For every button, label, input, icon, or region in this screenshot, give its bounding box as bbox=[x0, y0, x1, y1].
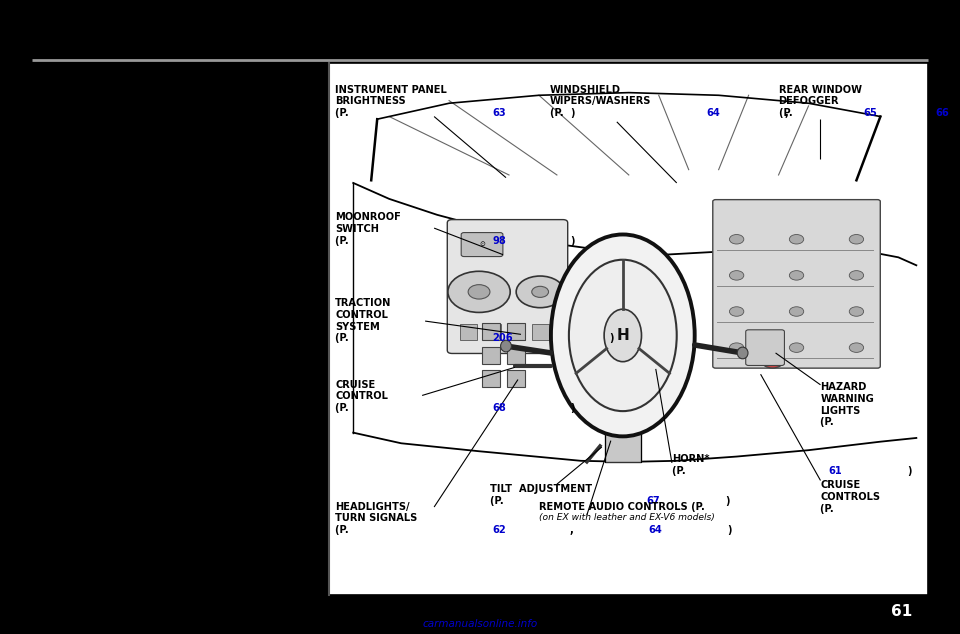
Bar bbox=[507, 347, 525, 363]
Text: 68: 68 bbox=[492, 403, 506, 413]
Bar bbox=[329, 63, 928, 595]
FancyBboxPatch shape bbox=[447, 219, 567, 354]
Text: SYSTEM: SYSTEM bbox=[335, 321, 380, 332]
Circle shape bbox=[850, 271, 864, 280]
Text: HORN*: HORN* bbox=[672, 454, 709, 464]
Text: (P.: (P. bbox=[335, 403, 352, 413]
Circle shape bbox=[789, 235, 804, 244]
FancyBboxPatch shape bbox=[461, 233, 503, 257]
Text: TURN SIGNALS: TURN SIGNALS bbox=[335, 514, 418, 524]
Text: ): ) bbox=[727, 525, 732, 535]
Text: ): ) bbox=[907, 465, 912, 476]
Text: (P.: (P. bbox=[821, 504, 838, 514]
Circle shape bbox=[468, 285, 490, 299]
Text: ,: , bbox=[942, 108, 948, 118]
Text: HAZARD: HAZARD bbox=[821, 382, 867, 392]
Bar bbox=[507, 323, 525, 340]
Ellipse shape bbox=[551, 235, 695, 436]
Circle shape bbox=[730, 307, 744, 316]
Text: HEADLIGHTS/: HEADLIGHTS/ bbox=[335, 501, 410, 512]
Circle shape bbox=[789, 307, 804, 316]
Text: (P.: (P. bbox=[335, 333, 352, 344]
Circle shape bbox=[532, 287, 548, 297]
Text: 63: 63 bbox=[492, 108, 506, 118]
Circle shape bbox=[730, 343, 744, 353]
Text: WIPERS/WASHERS: WIPERS/WASHERS bbox=[550, 96, 651, 107]
Text: INSTRUMENT PANEL: INSTRUMENT PANEL bbox=[335, 85, 447, 94]
Text: ): ) bbox=[725, 496, 730, 506]
Ellipse shape bbox=[569, 260, 677, 411]
Text: BRIGHTNESS: BRIGHTNESS bbox=[335, 96, 406, 107]
Text: ): ) bbox=[570, 403, 575, 413]
Text: (P.: (P. bbox=[779, 108, 796, 118]
Bar bbox=[508, 324, 524, 340]
Text: ,: , bbox=[570, 525, 578, 535]
Text: 65: 65 bbox=[863, 108, 877, 118]
Text: (on EX with leather and EX-V6 models): (on EX with leather and EX-V6 models) bbox=[539, 514, 714, 522]
Text: 206: 206 bbox=[492, 333, 513, 344]
Circle shape bbox=[850, 235, 864, 244]
Text: (P.: (P. bbox=[335, 108, 352, 118]
Bar bbox=[874, 596, 929, 628]
Bar bbox=[605, 406, 640, 462]
Text: 66: 66 bbox=[935, 108, 949, 118]
Text: LIGHTS: LIGHTS bbox=[821, 406, 861, 416]
Text: H: H bbox=[616, 328, 629, 343]
Text: REMOTE AUDIO CONTROLS (P.: REMOTE AUDIO CONTROLS (P. bbox=[539, 501, 708, 512]
Text: 64: 64 bbox=[707, 108, 720, 118]
Text: ): ) bbox=[570, 236, 575, 245]
FancyBboxPatch shape bbox=[712, 200, 880, 368]
Ellipse shape bbox=[737, 347, 748, 359]
Bar bbox=[460, 324, 477, 340]
Text: WARNING: WARNING bbox=[821, 394, 875, 404]
Circle shape bbox=[448, 271, 510, 313]
Text: CONTROLS: CONTROLS bbox=[821, 492, 880, 502]
Text: ): ) bbox=[570, 108, 575, 118]
Circle shape bbox=[789, 343, 804, 353]
Text: CRUISE: CRUISE bbox=[821, 481, 861, 491]
Text: (P.: (P. bbox=[821, 417, 838, 427]
Text: 67: 67 bbox=[647, 496, 660, 506]
Circle shape bbox=[730, 235, 744, 244]
Text: ⊙: ⊙ bbox=[479, 241, 485, 247]
Text: (P.: (P. bbox=[335, 525, 352, 535]
Bar bbox=[484, 324, 500, 340]
Text: (P.: (P. bbox=[672, 465, 689, 476]
Text: CONTROL: CONTROL bbox=[335, 310, 388, 320]
Text: 64: 64 bbox=[649, 525, 662, 535]
Text: 61: 61 bbox=[891, 604, 912, 619]
Text: ,: , bbox=[785, 108, 792, 118]
Text: (P.: (P. bbox=[335, 236, 352, 245]
Circle shape bbox=[730, 271, 744, 280]
Circle shape bbox=[850, 307, 864, 316]
Bar bbox=[532, 324, 548, 340]
Text: SWITCH: SWITCH bbox=[335, 224, 379, 234]
Text: 62: 62 bbox=[492, 525, 506, 535]
FancyBboxPatch shape bbox=[746, 330, 784, 365]
Ellipse shape bbox=[500, 340, 512, 352]
Text: TILT  ADJUSTMENT: TILT ADJUSTMENT bbox=[490, 484, 592, 494]
Circle shape bbox=[789, 271, 804, 280]
Text: ): ) bbox=[610, 333, 614, 344]
Text: 61: 61 bbox=[828, 465, 842, 476]
Bar bbox=[482, 370, 500, 387]
Text: TRACTION: TRACTION bbox=[335, 298, 392, 308]
Text: CONTROL: CONTROL bbox=[335, 391, 388, 401]
Text: carmanualsonline.info: carmanualsonline.info bbox=[422, 619, 538, 629]
Bar bbox=[507, 370, 525, 387]
Circle shape bbox=[850, 343, 864, 353]
Text: DEFOGGER: DEFOGGER bbox=[779, 96, 839, 107]
Text: MOONROOF: MOONROOF bbox=[335, 212, 401, 222]
Text: WINDSHIELD: WINDSHIELD bbox=[550, 85, 621, 94]
Bar bbox=[482, 347, 500, 363]
Text: CRUISE: CRUISE bbox=[335, 380, 375, 389]
Text: 98: 98 bbox=[492, 236, 506, 245]
Text: (P.: (P. bbox=[550, 108, 566, 118]
Ellipse shape bbox=[604, 309, 641, 361]
Text: REAR WINDOW: REAR WINDOW bbox=[779, 85, 861, 94]
Bar bbox=[482, 323, 500, 340]
Circle shape bbox=[762, 354, 783, 368]
Text: (P.: (P. bbox=[490, 496, 507, 506]
Circle shape bbox=[516, 276, 564, 307]
